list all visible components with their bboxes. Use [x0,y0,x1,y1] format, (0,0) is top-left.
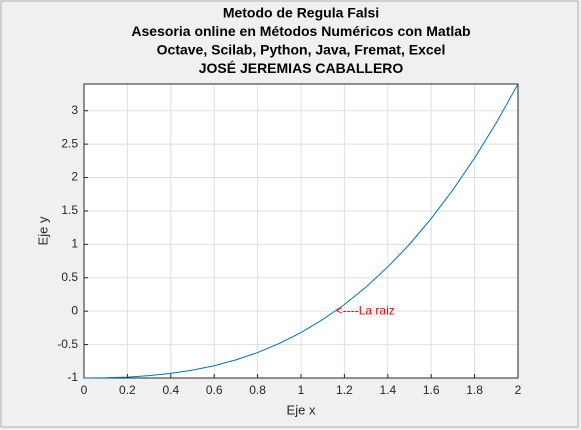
data-line [83,83,519,379]
y-tick-label: 3 [71,103,78,117]
x-tick-label: 2 [515,383,522,397]
x-tick-label: 0.8 [249,383,266,397]
y-tick-label: 1 [71,237,78,251]
annotation: <----La raiz [336,303,395,317]
y-tick-label: 0.5 [61,270,78,284]
x-axis-label: Eje x [287,402,316,417]
chart-title: Metodo de Regula Falsi [223,5,379,21]
chart-title: Octave, Scilab, Python, Java, Fremat, Ex… [157,42,446,58]
y-tick-label: -1 [67,370,78,384]
y-tick-label: 0 [71,303,78,317]
chart-title: Asesoria online en Métodos Numéricos con… [131,23,470,39]
axes-box [83,83,519,379]
x-tick-label: 1.2 [336,383,353,397]
x-tick-label: 0 [81,383,88,397]
y-tick-label: 1.5 [61,203,78,217]
chart-title: JOSÉ JEREMIAS CABALLERO [199,60,404,76]
x-tick-label: 0.6 [206,383,223,397]
y-tick-label: -0.5 [57,337,78,351]
x-tick-label: 1 [298,383,305,397]
y-tick-label: 2 [71,170,78,184]
x-tick-label: 1.8 [466,383,483,397]
y-axis-label: Eje y [35,216,50,245]
x-tick-label: 0.4 [162,383,179,397]
x-tick-label: 1.6 [423,383,440,397]
x-tick-label: 1.4 [379,383,396,397]
y-tick-label: 2.5 [61,136,78,150]
x-tick-label: 0.2 [119,383,136,397]
